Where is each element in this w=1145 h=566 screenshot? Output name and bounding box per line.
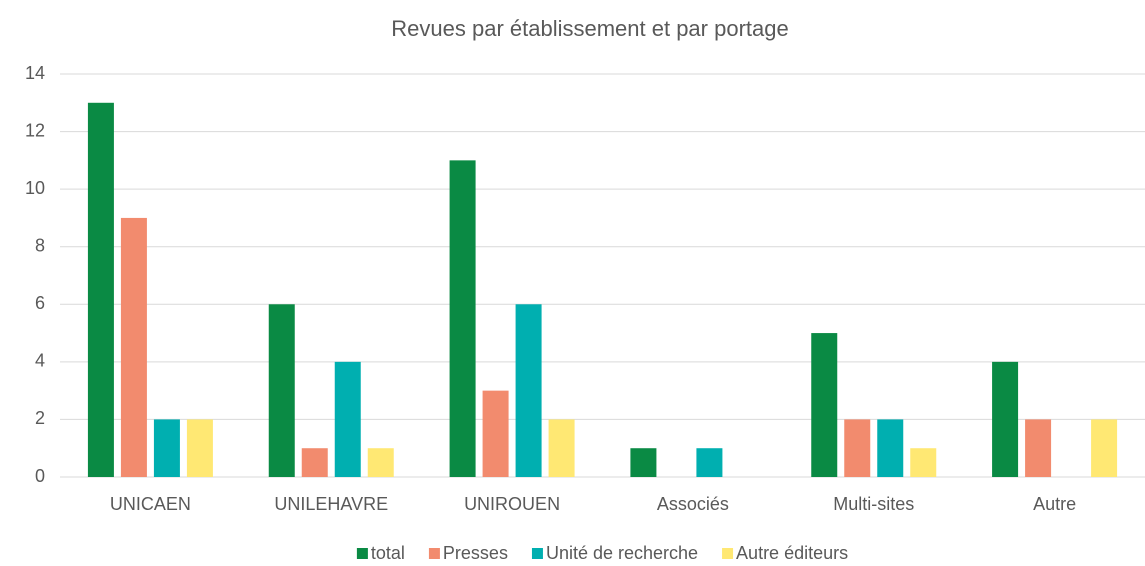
bar (696, 448, 723, 477)
bar (910, 448, 937, 477)
bar (811, 333, 838, 477)
bar (334, 361, 361, 477)
x-tick-label: UNILEHAVRE (274, 494, 388, 514)
bar (548, 419, 575, 477)
legend-swatch (722, 548, 734, 559)
x-tick-label: Autre (1033, 494, 1076, 514)
bar (1091, 419, 1118, 477)
bar (992, 361, 1019, 477)
chart-title: Revues par établissement et par portage (391, 16, 788, 41)
legend-swatch (428, 548, 440, 559)
y-tick-label: 12 (25, 120, 45, 140)
bar (449, 160, 476, 477)
y-tick-label: 0 (35, 466, 45, 486)
y-tick-label: 6 (35, 293, 45, 313)
legend-swatch (356, 548, 368, 559)
bar (482, 390, 509, 477)
x-tick-label: UNIROUEN (464, 494, 560, 514)
bar (877, 419, 904, 477)
bar (87, 102, 114, 478)
bar (120, 217, 147, 477)
bar (367, 448, 394, 477)
x-tick-label: Associés (657, 494, 729, 514)
legend-label: total (371, 543, 405, 563)
bar (515, 304, 542, 477)
legend-label: Presses (443, 543, 508, 563)
bar (630, 448, 657, 477)
x-tick-label: UNICAEN (110, 494, 191, 514)
y-tick-label: 10 (25, 178, 45, 198)
bar (301, 448, 328, 477)
y-tick-label: 8 (35, 235, 45, 255)
legend-label: Unité de recherche (546, 543, 698, 563)
y-tick-label: 14 (25, 63, 45, 83)
bar (153, 419, 180, 477)
bar (1025, 419, 1052, 477)
bar (186, 419, 213, 477)
y-tick-label: 2 (35, 408, 45, 428)
y-tick-label: 4 (35, 351, 45, 371)
legend-swatch (531, 548, 543, 559)
x-tick-label: Multi-sites (833, 494, 914, 514)
bar (844, 419, 871, 477)
bar (268, 304, 295, 477)
legend-label: Autre éditeurs (736, 543, 848, 563)
